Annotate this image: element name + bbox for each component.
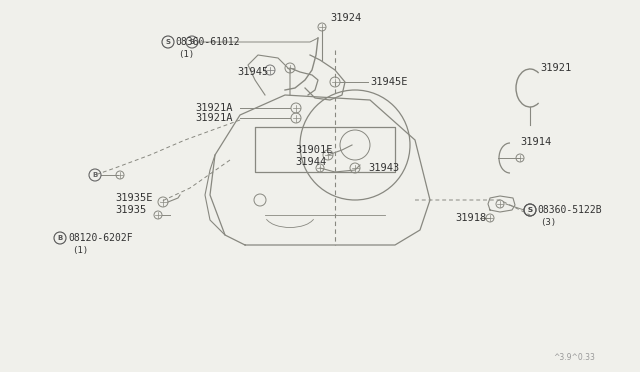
Text: B: B xyxy=(92,172,98,178)
Text: ^3.9^0.33: ^3.9^0.33 xyxy=(553,353,595,362)
Text: S: S xyxy=(166,39,170,45)
Text: 31943: 31943 xyxy=(368,163,399,173)
Text: 31935: 31935 xyxy=(115,205,147,215)
Text: S: S xyxy=(527,207,532,213)
Text: 31921: 31921 xyxy=(540,63,572,73)
Text: 31921A: 31921A xyxy=(195,113,232,123)
Text: (1): (1) xyxy=(72,246,88,254)
Text: 08120-6202F: 08120-6202F xyxy=(68,233,132,243)
Text: 31945: 31945 xyxy=(237,67,268,77)
Text: 08360-61012: 08360-61012 xyxy=(175,37,239,47)
Text: 31921A: 31921A xyxy=(195,103,232,113)
Text: 31918: 31918 xyxy=(455,213,486,223)
Text: 31914: 31914 xyxy=(520,137,551,147)
Text: S: S xyxy=(527,207,532,213)
Text: 31935E: 31935E xyxy=(115,193,152,203)
Text: 31924: 31924 xyxy=(330,13,361,23)
Text: (3): (3) xyxy=(540,218,556,227)
Text: (1): (1) xyxy=(178,49,194,58)
Text: 08360-5122B: 08360-5122B xyxy=(537,205,602,215)
Text: 31945E: 31945E xyxy=(370,77,408,87)
Text: 31901E: 31901E xyxy=(295,145,333,155)
Text: B: B xyxy=(58,235,63,241)
Text: S: S xyxy=(189,39,195,45)
Text: 31944: 31944 xyxy=(295,157,326,167)
